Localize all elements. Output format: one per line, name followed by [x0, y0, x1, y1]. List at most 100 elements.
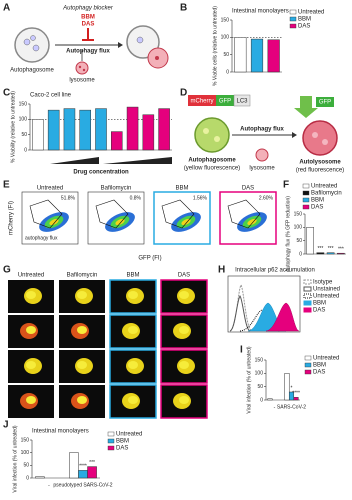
legend-label: BBM [313, 301, 326, 307]
chart: Autophagy flux (% GFP reduction) 0 50 100 15… [285, 184, 346, 272]
legend-swatch [107, 445, 115, 451]
panel-label: H [218, 265, 225, 276]
cell [26, 326, 36, 334]
legend-swatch [304, 355, 312, 361]
legend-swatch [107, 431, 115, 437]
histogram-curve [229, 295, 251, 332]
y-axis-label: Autophagy flux (% GFP reduction) [285, 196, 291, 272]
column-label: BBM [126, 273, 139, 279]
marker-label: mCherry [190, 99, 213, 105]
bar [306, 227, 314, 255]
legend-swatch [304, 362, 312, 368]
x-tick-label: SARS-CoV-2 [277, 404, 306, 410]
y-tick-label: 150 [294, 211, 303, 217]
y-tick-label: 0 [260, 397, 263, 403]
cell [77, 291, 87, 299]
condition-label: DAS [242, 186, 254, 192]
micrograph [160, 279, 208, 314]
cell [179, 361, 189, 369]
y-tick-label: 150 [21, 437, 30, 443]
legend-swatch [304, 369, 312, 375]
cargo [32, 44, 40, 52]
legend-label: DAS [116, 446, 128, 452]
diagram-a: Autophagosome Autophagy blocker BBM DAS … [10, 6, 169, 84]
column-label: Bafilomycin [67, 273, 98, 279]
marker-label: LC3 [236, 99, 248, 105]
legend-label: Untreated [298, 10, 324, 16]
legend-label: Bafilomycin [311, 191, 342, 197]
bar [95, 108, 107, 151]
dot [155, 56, 159, 60]
cell [77, 361, 87, 369]
legend-swatch [302, 183, 310, 189]
y-axis-label: Viral infection (% of untreated) [246, 346, 252, 414]
lysosome-icon [75, 61, 89, 75]
y-tick-label: 50 [296, 238, 302, 244]
gate [161, 199, 195, 229]
legend-swatch [289, 9, 297, 15]
condition-label: Untreated [37, 186, 63, 192]
label: Autophagy flux [240, 127, 284, 133]
y-tick-label: 100 [19, 117, 28, 123]
condition-label: Bafilomycin [101, 186, 132, 192]
label: (yellow fluorescence) [184, 166, 240, 172]
cargo [23, 38, 31, 46]
label: Autolysosome [299, 160, 341, 166]
cell [26, 361, 36, 369]
significance: *** [328, 246, 334, 252]
bar [63, 108, 76, 151]
significance: **** [292, 391, 300, 397]
cargo [203, 128, 209, 134]
cargo [30, 35, 36, 41]
panel-label: B [180, 3, 187, 14]
y-tick-label: 50 [23, 463, 29, 469]
gradient-wedge [50, 157, 99, 164]
column-label: Untreated [18, 273, 44, 279]
flow-e: mCherry (FI) GFP (FI) Untreated 51.8% Bafi… [9, 186, 277, 262]
dot [78, 65, 82, 69]
column-label: DAS [178, 273, 190, 279]
label: (red fluorescence) [296, 168, 344, 174]
panel-label: E [3, 180, 10, 191]
legend-label: DAS [311, 205, 323, 211]
bar [87, 466, 97, 479]
axis-label: GFP (FI) [138, 256, 161, 262]
legend-swatch [107, 438, 115, 444]
chart-title: Intestinal monolayers [232, 9, 289, 15]
legend-label: DAS [313, 308, 325, 314]
legend-swatch [303, 279, 312, 285]
legend-label: Untreated [313, 356, 339, 362]
legend-label: BBM [298, 17, 311, 23]
panel-label: G [3, 265, 11, 276]
legend-swatch [303, 307, 312, 313]
legend-label: BBM [313, 363, 326, 369]
bar [250, 38, 264, 73]
marker-box [216, 95, 234, 106]
y-tick-label: 50 [21, 132, 27, 138]
bar [316, 252, 325, 255]
cargo [214, 136, 220, 142]
panel-label: C [3, 88, 10, 99]
y-tick-label: 150 [255, 357, 264, 363]
significance: *** [338, 247, 344, 253]
bar [78, 470, 88, 479]
drug-label: DAS [82, 22, 95, 28]
legend-swatch [303, 300, 312, 306]
significance: *** [317, 246, 323, 252]
micrograph [160, 384, 208, 419]
significance: **** [79, 464, 87, 470]
legend-label: BBM [116, 439, 129, 445]
bar [111, 131, 123, 151]
legend-label: Isotype [313, 280, 333, 286]
big-arrow [294, 96, 318, 118]
y-tick-label: 0 [26, 475, 29, 481]
legend-label: Untreated [116, 432, 142, 438]
legend-label: BBM [311, 198, 324, 204]
legend-swatch [303, 293, 312, 299]
gate [95, 199, 129, 229]
legend-label: DAS [298, 24, 310, 30]
legend-swatch [303, 286, 312, 292]
legend-swatch [302, 190, 310, 196]
x-tick-label: pseudotyped SARS-CoV-2 [53, 482, 112, 488]
